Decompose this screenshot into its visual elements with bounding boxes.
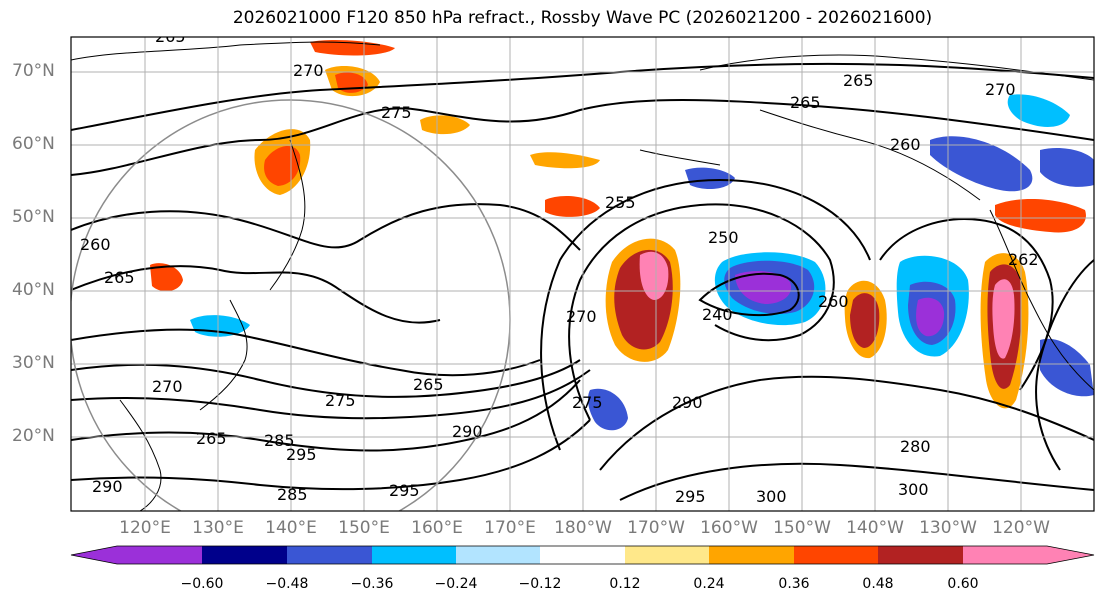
plot-frame [70,36,1095,512]
contour-label: 295 [286,445,317,464]
colorbar-tick: −0.24 [434,576,478,592]
contour-label: 295 [389,481,420,500]
lon-label: 150°E [338,518,390,538]
contour-label: 300 [898,480,929,499]
colorbar-segment [456,546,540,564]
contour-label: 285 [264,431,295,450]
contour-label: 280 [900,437,931,456]
gridlines [71,37,1094,511]
lon-label: 180°W [554,518,612,538]
lon-label: 160°W [700,518,758,538]
contours [71,62,1094,501]
contour-label: 240 [702,305,733,324]
lon-label: 150°W [773,518,831,538]
colorbar-segment [287,546,372,564]
contour-label: 260 [890,135,921,154]
lon-label: 120°E [119,518,171,538]
lon-label: 130°W [919,518,977,538]
colorbar-segment [794,546,878,564]
contour-label: 275 [572,393,603,412]
colorbar-tick: 0.24 [693,576,725,592]
lon-label: 140°E [265,518,317,538]
lon-label: 140°W [846,518,904,538]
map-title: 2026021000 F120 850 hPa refract., Rossby… [232,8,933,28]
contour-label: 265 [790,93,821,112]
contour-label: 270 [566,307,597,326]
colorbar-segment [71,546,117,564]
contour-label: 295 [675,487,706,506]
contour-label: 265 [104,268,135,287]
lat-label: 70°N [12,61,55,81]
colorbar-segment [540,546,625,564]
lat-label: 60°N [12,134,55,154]
colorbar-segment [202,546,287,564]
colorbar-tick: 0.12 [609,576,641,592]
contour-label: 290 [672,393,703,412]
lon-label: 170°E [484,518,536,538]
lat-label: 30°N [12,353,55,373]
lon-label: 130°E [192,518,244,538]
contour-label: 250 [708,228,739,247]
colorbar-segment [372,546,456,564]
contour-label: 300 [756,487,787,506]
colorbar-segment [625,546,709,564]
contour-label: 262 [1008,250,1039,269]
contour-label: 285 [277,485,308,504]
lat-label: 40°N [12,280,55,300]
contour-label: 270 [985,80,1016,99]
colorbar-segment [117,546,202,564]
colorbar [70,545,1095,565]
colorbar-segment [963,546,1047,564]
contour-label: 265 [413,375,444,394]
colorbar-outline [70,545,1095,565]
lon-label: 160°E [411,518,463,538]
contour-label: 265 [196,429,227,448]
lon-label: 120°W [992,518,1050,538]
contour-label: 265 [843,71,874,90]
contour-label: 255 [605,193,636,212]
colorbar-segment [1047,546,1094,564]
contour-label: 260 [818,292,849,311]
contour-label: 290 [92,477,123,496]
contour-label: 270 [293,61,324,80]
colorbar-tick: −0.36 [350,576,394,592]
lat-label: 50°N [12,207,55,227]
contour-label: 270 [152,377,183,396]
contour-label: 265 [155,27,186,46]
colorbar-tick: 0.60 [947,576,979,592]
contour-label: 275 [381,103,412,122]
colorbar-tick: 0.36 [778,576,810,592]
colorbar-segment [878,546,963,564]
contour-label: 260 [80,235,111,254]
colorbar-tick: −0.60 [180,576,224,592]
lat-label: 20°N [12,426,55,446]
colorbar-tick: 0.48 [862,576,894,592]
contour-label: 275 [325,391,356,410]
colorbar-segment [709,546,794,564]
contour-label: 290 [452,422,483,441]
lon-label: 170°W [627,518,685,538]
colorbar-tick: −0.48 [265,576,309,592]
shaded-anomalies [150,40,1094,431]
colorbar-tick: −0.12 [518,576,562,592]
